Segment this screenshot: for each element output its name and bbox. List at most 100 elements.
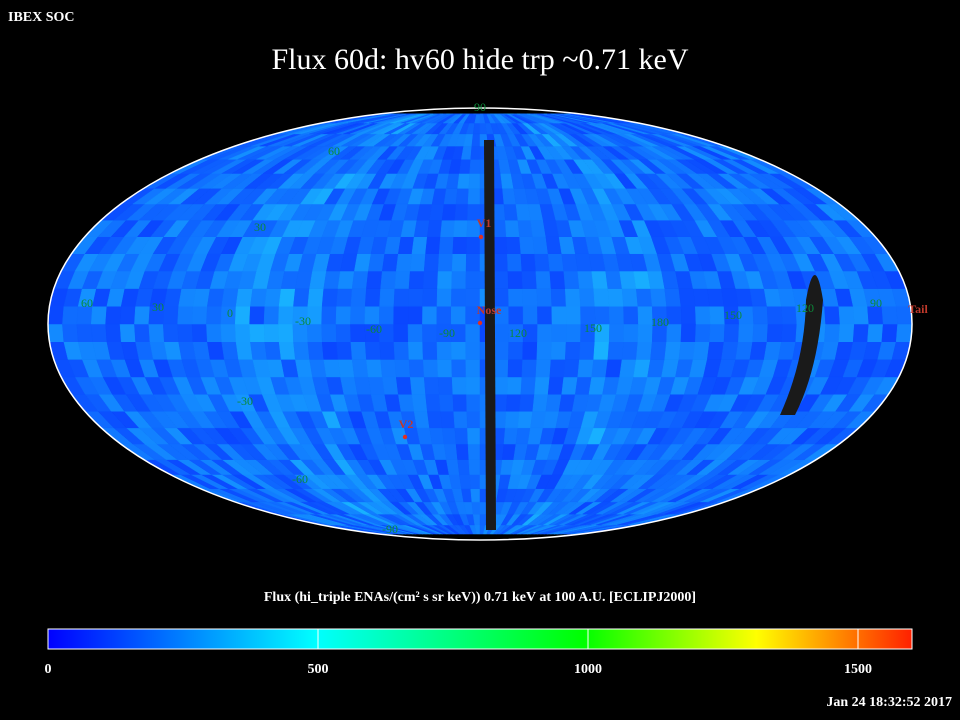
sky-cell	[221, 288, 239, 307]
sky-cell	[380, 270, 397, 289]
sky-cell	[425, 236, 441, 254]
sky-cell	[440, 219, 456, 237]
sky-cell	[413, 411, 430, 429]
sky-cell	[409, 253, 426, 272]
sky-cell	[470, 145, 481, 160]
sky-cell	[506, 376, 523, 395]
sky-cell	[532, 394, 549, 412]
sky-cell	[621, 288, 639, 307]
sky-cell	[437, 253, 454, 272]
sky-cell	[457, 173, 470, 189]
sky-cell	[119, 323, 136, 343]
sky-cell	[323, 359, 341, 378]
grid-label: 30	[254, 220, 266, 234]
sky-cell	[838, 323, 855, 343]
sky-cell	[466, 394, 481, 412]
sky-cell	[263, 323, 280, 343]
sky-cell	[678, 341, 696, 360]
sky-cell	[867, 323, 884, 343]
sky-cell	[335, 323, 352, 343]
sky-cell	[162, 323, 179, 343]
colorbar-title: Flux (hi_triple ENAs/(cm² s sr keV)) 0.7…	[264, 590, 696, 605]
sky-cell	[695, 323, 711, 343]
sky-cell	[650, 341, 667, 360]
sky-cell	[492, 219, 507, 237]
sky-cell	[838, 305, 855, 325]
sky-cell	[608, 323, 625, 343]
sky-cell	[535, 270, 552, 289]
marker-label: Nose	[477, 303, 502, 317]
timestamp: Jan 24 18:32:52 2017	[826, 695, 952, 710]
sky-cell	[436, 305, 452, 325]
sky-cell	[455, 188, 470, 205]
grid-label: -60	[292, 472, 308, 486]
sky-cell	[380, 359, 397, 378]
sky-cell	[368, 253, 385, 272]
sky-cell	[493, 341, 509, 360]
sky-cell	[547, 376, 565, 395]
colorbar-tick-label: 1500	[844, 662, 872, 677]
sky-cell	[591, 359, 609, 378]
sky-cell	[394, 270, 411, 289]
sky-cell	[467, 443, 481, 460]
sky-cell	[443, 443, 458, 460]
sky-cell	[459, 159, 471, 174]
colorbar-tick-label: 1000	[574, 662, 602, 677]
sky-cell	[561, 376, 579, 395]
sky-cell	[409, 376, 426, 395]
sky-cell	[350, 323, 366, 343]
sky-cell	[407, 341, 424, 360]
sky-cell	[605, 270, 623, 289]
sky-cell	[105, 305, 122, 325]
sky-cell	[534, 253, 551, 272]
marker-label: Tail	[908, 302, 928, 316]
sky-cell	[321, 288, 339, 307]
sky-cell	[191, 323, 208, 343]
sky-cell	[62, 323, 79, 343]
sky-cell	[381, 253, 399, 272]
grid-label: 150	[724, 308, 742, 322]
sky-cell	[321, 305, 337, 325]
sky-cell	[148, 323, 165, 343]
sky-cell	[206, 305, 222, 325]
sky-cell	[381, 376, 399, 395]
colorbar-tick-label: 500	[308, 662, 329, 677]
sky-cell	[563, 359, 580, 378]
colorbar-ticks: 0 500 1000 1500	[45, 629, 872, 677]
marker-dot	[477, 320, 483, 326]
sky-cell	[453, 411, 468, 429]
sky-cell	[723, 323, 740, 343]
sky-cell	[437, 359, 453, 378]
sky-cell	[191, 305, 208, 325]
sky-cell	[577, 270, 594, 289]
sky-cell	[206, 323, 222, 343]
sky-cell	[368, 376, 385, 395]
sky-cell	[321, 341, 339, 360]
sky-cell	[293, 288, 310, 307]
sky-cell	[62, 305, 79, 325]
sky-cell	[452, 394, 468, 412]
sky-cell	[452, 236, 468, 254]
sky-cell	[522, 341, 538, 360]
sky-cell	[350, 341, 367, 360]
sky-cell	[852, 305, 870, 325]
grid-label: 90	[474, 100, 486, 114]
sky-cell	[437, 376, 454, 395]
sky-cell	[508, 341, 524, 360]
data-gaps	[484, 140, 823, 530]
sky-cell	[438, 394, 454, 412]
sky-cell	[451, 376, 467, 395]
sky-cell	[454, 203, 469, 221]
sky-cell	[337, 270, 355, 289]
grid-label: -90	[382, 522, 398, 536]
sky-cell	[105, 323, 122, 343]
sky-cell	[249, 305, 265, 325]
sky-cell	[508, 288, 524, 307]
sky-cell	[422, 305, 438, 325]
sky-cell	[752, 305, 769, 325]
sky-cell	[177, 305, 194, 325]
sky-cell	[465, 270, 481, 289]
sky-cell	[321, 323, 337, 343]
sky-cell	[881, 305, 898, 325]
sky-cell	[517, 411, 533, 429]
